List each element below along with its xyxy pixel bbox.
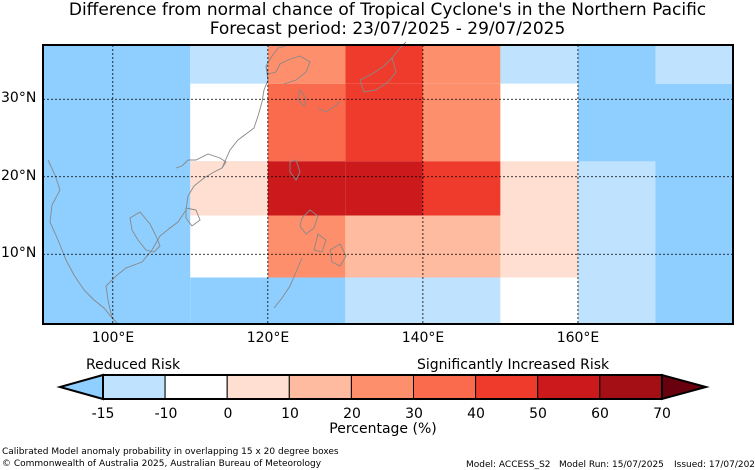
anomaly-cell — [267, 83, 346, 162]
colorbar-frame — [102, 374, 663, 400]
colorbar-segment — [599, 374, 663, 400]
anomaly-grid — [43, 45, 733, 324]
colorbar-title: Percentage (%) — [329, 421, 437, 437]
lon-label-140e: 140°E — [401, 330, 445, 346]
anomaly-cell — [345, 83, 423, 162]
colorbar-tick-label: 30 — [405, 406, 423, 422]
colorbar-max-arrow — [660, 373, 710, 401]
anomaly-cell — [500, 161, 578, 278]
anomaly-cell — [190, 215, 268, 278]
anomaly-cell — [655, 45, 733, 84]
footer-note: Calibrated Model anomaly probability in … — [2, 447, 339, 457]
colorbar-tick-label: 0 — [223, 406, 233, 422]
anomaly-cell — [345, 161, 423, 216]
anomaly-cell — [500, 277, 578, 324]
anomaly-cell — [500, 83, 578, 162]
colorbar-segment — [226, 374, 290, 400]
lat-label-10n: 10°N — [1, 245, 37, 261]
map-frame — [42, 44, 734, 325]
colorbar-tick-label: 60 — [591, 406, 609, 422]
footer-model-run: Model Run: 15/07/2025 — [559, 460, 664, 470]
anomaly-cell — [267, 161, 346, 216]
colorbar-tick-label: -10 — [154, 406, 178, 422]
map-title: Difference from normal chance of Tropica… — [68, 0, 707, 20]
anomaly-cell — [500, 45, 578, 84]
anomaly-cell — [267, 215, 346, 278]
increased-risk-label: Significantly Increased Risk — [417, 357, 610, 373]
colorbar-segment — [102, 374, 166, 400]
reduced-risk-label: Reduced Risk — [86, 357, 181, 373]
lat-label-30n: 30°N — [1, 90, 37, 106]
colorbar-min-arrow — [56, 373, 104, 401]
colorbar-segment — [350, 374, 414, 400]
lat-label-20n: 20°N — [1, 168, 37, 184]
anomaly-cell — [422, 215, 501, 278]
colorbar-tick-label: 50 — [529, 406, 547, 422]
forecast-period-subtitle: Forecast period: 23/07/2025 - 29/07/2025 — [209, 19, 566, 39]
colorbar-tick-label: 40 — [467, 406, 485, 422]
colorbar — [56, 373, 710, 401]
lon-label-100e: 100°E — [91, 330, 135, 346]
anomaly-cell — [422, 45, 501, 84]
coastline — [47, 41, 407, 325]
colorbar-tick-label: -15 — [91, 406, 115, 422]
anomaly-cell — [422, 83, 501, 162]
anomaly-cell — [190, 45, 268, 84]
anomaly-cell — [577, 161, 656, 324]
colorbar-segment — [537, 374, 601, 400]
anomaly-cell — [345, 215, 423, 278]
anomaly-cell — [422, 161, 501, 216]
colorbar-segment — [413, 374, 477, 400]
anomaly-cell — [267, 45, 346, 84]
lon-label-160e: 160°E — [556, 330, 600, 346]
lon-label-120e: 120°E — [246, 330, 290, 346]
colorbar-segment — [288, 374, 352, 400]
colorbar-tick-label: 70 — [653, 406, 671, 422]
footer-model: Model: ACCESS_S2 — [466, 460, 551, 470]
footer-issued: Issued: 17/07/2025 — [674, 460, 755, 470]
anomaly-cell — [655, 83, 733, 324]
graticule — [43, 45, 733, 324]
anomaly-cell — [345, 45, 423, 84]
colorbar-tick-label: 10 — [281, 406, 299, 422]
colorbar-tick-label: 20 — [343, 406, 361, 422]
footer-copyright: © Commonwealth of Australia 2025, Austra… — [2, 459, 322, 469]
anomaly-cell — [43, 45, 191, 324]
colorbar-segment — [164, 374, 228, 400]
colorbar-segment — [475, 374, 539, 400]
anomaly-cell — [190, 161, 268, 216]
anomaly-cell — [190, 83, 268, 162]
